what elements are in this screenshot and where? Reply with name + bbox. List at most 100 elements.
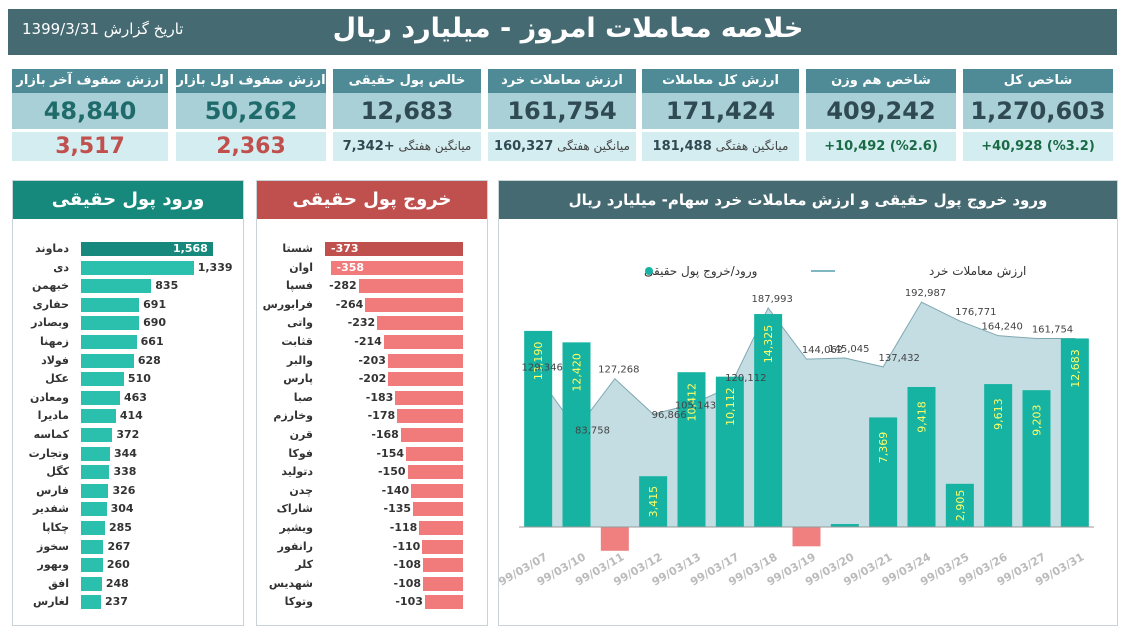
list-item: شاراک -135 — [257, 501, 487, 518]
item-bar — [81, 428, 113, 442]
item-symbol: شفدیر — [32, 502, 69, 516]
area-label: 192,987 — [905, 288, 946, 299]
list-item: لغارس 237 — [13, 594, 243, 611]
item-symbol: صبا — [293, 390, 313, 404]
item-value: -214 — [354, 335, 382, 348]
item-bar — [423, 576, 463, 591]
item-value: -264 — [335, 297, 364, 311]
bar-label: 9,418 — [916, 401, 929, 433]
item-bar — [400, 428, 463, 442]
bar-99/03/13 — [677, 372, 706, 527]
item-symbol: چدن — [289, 483, 313, 497]
item-symbol: افق — [48, 576, 69, 590]
list-item: وتوکا -103 — [257, 594, 487, 611]
chart-panel: ورود خروج پول حقیقی و ارزش معاملات خرد س… — [496, 180, 1118, 626]
area-label: 187,993 — [751, 294, 792, 305]
item-bar — [407, 465, 463, 480]
item-symbol: شهدیس — [268, 576, 313, 590]
kpi-buy-queue: ارزش صفوف اول بازار 50,262 2,363 — [176, 69, 326, 161]
list-item: شفدیر 304 — [13, 501, 243, 518]
kpi-value: 50,262 — [176, 93, 326, 129]
item-value: 285 — [108, 521, 132, 534]
bar-label: 13,190 — [532, 342, 545, 381]
area-label: 164,240 — [981, 322, 1022, 333]
kpi-sub-label: میانگین هفتگی — [711, 139, 789, 153]
item-bar — [81, 483, 109, 498]
list-item: صبا -183 — [257, 390, 487, 407]
list-item: فوکا -154 — [257, 446, 487, 463]
list-item: وتجارت 344 — [13, 446, 243, 463]
item-symbol: قثابت — [281, 335, 313, 348]
area-label: 127,268 — [598, 365, 639, 376]
item-symbol: فسپا — [285, 279, 313, 293]
item-value: -373 — [331, 242, 359, 255]
list-item: دی 1,339 — [13, 260, 243, 277]
kpi-sub-value: 181,488 — [652, 139, 712, 154]
kpi-sub: +10,492 (%2.6) — [806, 132, 956, 161]
bar-label: 14,325 — [762, 325, 775, 364]
item-bar — [81, 372, 124, 387]
item-bar — [81, 297, 140, 312]
item-bar — [358, 279, 463, 294]
kpi-label: ارزش کل معاملات — [642, 69, 799, 93]
list-item: چدن -140 — [257, 483, 487, 500]
item-bar — [387, 353, 463, 368]
list-item: کگل 338 — [13, 464, 243, 481]
list-item: وبهور 260 — [13, 557, 243, 574]
kpi-value: 1,270,603 — [963, 93, 1113, 129]
list-item: فسپا -282 — [257, 278, 487, 295]
item-symbol: فرابورس — [262, 297, 313, 311]
kpi-label: ارزش صفوف اول بازار — [176, 69, 326, 93]
item-bar — [81, 465, 110, 480]
list-item: فارس 326 — [13, 483, 243, 500]
item-value: 628 — [137, 353, 161, 367]
kpi-total-index: شاخص کل 1,270,603 +40,928 (%3.2) — [963, 69, 1113, 161]
item-symbol: ماديرا — [37, 409, 69, 423]
item-bar — [81, 260, 194, 275]
kpi-label: شاخص کل — [963, 69, 1113, 93]
item-value: -282 — [329, 279, 357, 293]
list-item: افق 248 — [13, 576, 243, 593]
item-symbol: شستا — [282, 242, 313, 255]
item-value: -103 — [395, 595, 423, 609]
item-value: -168 — [371, 428, 399, 441]
item-value: -358 — [336, 260, 365, 274]
kpi-value: 171,424 — [642, 93, 799, 129]
outflow-title: خروج پول حقیقی — [257, 181, 487, 219]
item-bar — [423, 558, 463, 573]
area-label: 105,143 — [675, 401, 716, 412]
item-symbol: سخوز — [37, 539, 69, 553]
item-symbol: شاراک — [276, 502, 313, 516]
item-symbol: کلر — [295, 558, 313, 572]
item-bar — [81, 446, 110, 461]
item-value: -183 — [365, 390, 394, 404]
chart-title: ورود خروج پول حقیقی و ارزش معاملات خرد س… — [499, 181, 1117, 219]
list-item: اوان -358 — [257, 260, 487, 277]
kpi-sub: 3,517 — [12, 132, 168, 161]
item-symbol: والبر — [286, 353, 313, 367]
item-symbol: فولاد — [41, 353, 69, 367]
item-value: -135 — [383, 502, 412, 516]
item-value: -108 — [393, 576, 422, 590]
item-symbol: پارس — [283, 372, 313, 386]
bar-99/03/12 — [639, 476, 668, 527]
item-symbol: عکل — [45, 372, 69, 386]
bar-label: 10,112 — [724, 387, 737, 426]
item-symbol: لغارس — [33, 595, 69, 609]
item-bar — [424, 595, 463, 610]
item-symbol: دماوند — [35, 242, 69, 255]
header-bar: تاریخ گزارش 1399/3/31 خلاصه معاملات امرو… — [8, 9, 1117, 55]
list-item: خبهمن 835 — [13, 278, 243, 295]
kpi-sub: میانگین هفتگی 160,327 — [488, 132, 636, 161]
kpi-sub: میانگین هفتگی +7,342 — [333, 132, 481, 161]
item-value: 414 — [119, 409, 143, 423]
legend-bars-swatch — [645, 267, 653, 275]
area-series — [537, 301, 1076, 528]
list-item: ویشپر -118 — [257, 520, 487, 537]
item-value: -178 — [367, 409, 396, 423]
list-item: والبر -203 — [257, 353, 487, 370]
list-item: ومعادن 463 — [13, 390, 243, 407]
item-bar — [81, 539, 104, 554]
item-symbol: چکاپا — [42, 521, 69, 534]
list-item: ماديرا 414 — [13, 408, 243, 425]
